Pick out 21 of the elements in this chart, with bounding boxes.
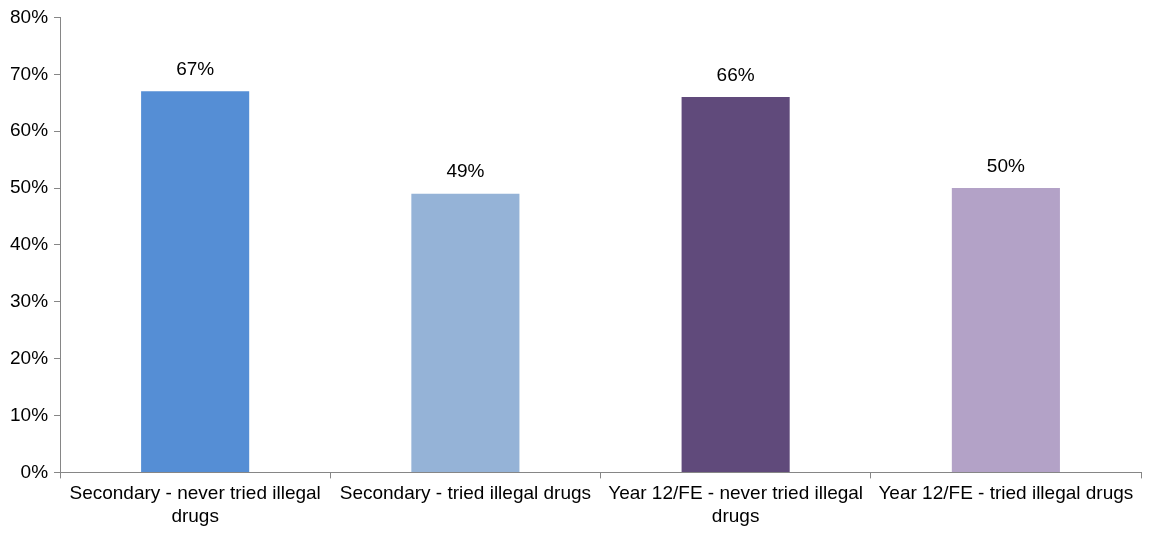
- y-tick-label: 0%: [20, 460, 49, 482]
- y-tick-label: 20%: [10, 346, 49, 368]
- x-tick-label: Year 12/FE - tried illegal drugs: [878, 482, 1134, 504]
- x-tick-label: Secondary - never tried illegal drugs: [69, 482, 321, 526]
- bar: [681, 97, 790, 472]
- x-tick-label: Secondary - tried illegal drugs: [339, 482, 592, 504]
- y-tick-label: 30%: [10, 290, 49, 312]
- x-tick-label: Year 12/FE - never tried illegal drugs: [608, 482, 864, 526]
- data-label: 66%: [716, 63, 755, 85]
- data-label: 67%: [176, 58, 215, 80]
- y-tick-label: 50%: [10, 176, 49, 198]
- data-label: 50%: [986, 154, 1025, 176]
- bar: [141, 91, 250, 472]
- y-tick-label: 70%: [10, 62, 49, 84]
- y-tick-label: 80%: [10, 5, 49, 27]
- bar: [411, 193, 520, 472]
- y-tick-label: 40%: [10, 233, 49, 255]
- y-tick-label: 10%: [10, 403, 49, 425]
- bar: [951, 188, 1060, 472]
- data-label: 49%: [446, 160, 485, 182]
- y-tick-label: 60%: [10, 119, 49, 141]
